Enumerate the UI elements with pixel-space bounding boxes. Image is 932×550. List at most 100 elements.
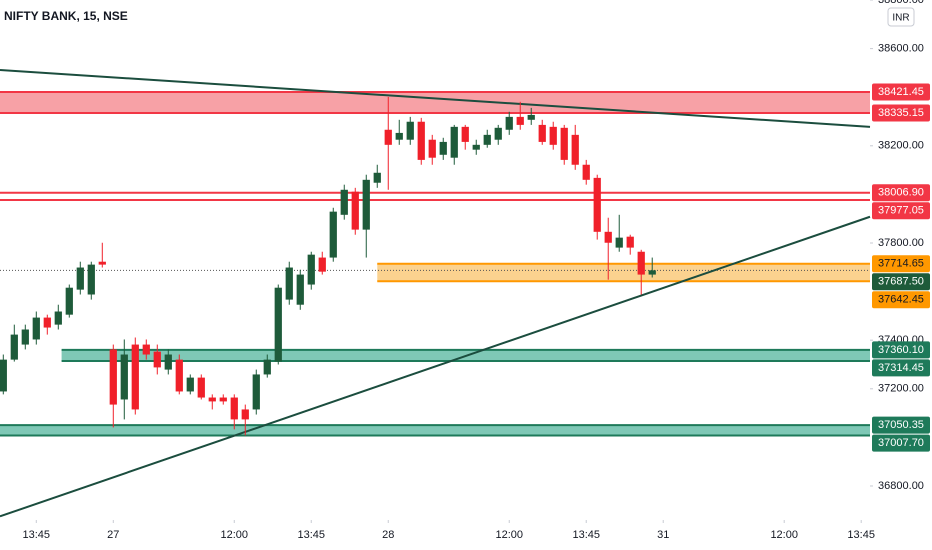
price-label-box [872, 255, 930, 273]
candle-body [153, 351, 161, 368]
price-label: 37007.70 [878, 437, 924, 449]
candle-body [0, 359, 7, 392]
candle-body [120, 354, 128, 400]
candle-body [318, 257, 326, 272]
candle-body [450, 126, 458, 158]
candle-body [472, 144, 480, 150]
price-label-box [872, 359, 930, 377]
zone [377, 263, 870, 282]
candle-body [395, 132, 403, 140]
price-label: 37314.45 [878, 362, 924, 374]
candle-body [65, 287, 73, 315]
currency-box[interactable] [887, 7, 915, 27]
price-label-box [872, 184, 930, 202]
candle-body [571, 134, 579, 165]
price-label-box [872, 291, 930, 309]
price-label: 37642.45 [878, 294, 924, 306]
price-label: 38421.45 [878, 86, 924, 98]
price-label: 37977.05 [878, 205, 924, 217]
candle-body [483, 134, 491, 145]
price-label-box [872, 202, 930, 220]
candle-body [285, 267, 293, 300]
plot-area [0, 68, 871, 518]
currency[interactable]: INR [892, 13, 909, 24]
candle-body [637, 251, 645, 275]
x-tick-label: 13:45 [847, 529, 875, 541]
candle-body [252, 374, 260, 410]
y-tick-label: 37200.00 [878, 383, 924, 395]
candle-body [604, 231, 612, 243]
candle-body [505, 116, 513, 130]
candle-body [626, 236, 634, 248]
candle-body [230, 397, 238, 420]
candle-body [109, 349, 117, 405]
candle-body [351, 191, 359, 230]
candle-body [10, 334, 18, 360]
candle-body [98, 261, 106, 265]
x-tick-label: 12:00 [221, 529, 249, 541]
candle-body [494, 127, 502, 140]
y-tick-label: 38200.00 [878, 140, 924, 152]
candle-body [461, 126, 469, 142]
price-label-box [872, 83, 930, 101]
y-tick-label: 38800.00 [878, 0, 924, 6]
trend-line [0, 68, 871, 128]
x-tick-label: 12:00 [495, 529, 523, 541]
candle-body [274, 287, 282, 362]
y-tick-label: 37800.00 [878, 237, 924, 249]
candle-body [362, 179, 370, 230]
candle-body [527, 114, 535, 120]
candle-body [549, 126, 557, 145]
candle-body [219, 397, 227, 402]
price-label-box [872, 341, 930, 359]
candle-body [560, 127, 568, 160]
x-tick-label: 13:45 [297, 529, 325, 541]
price-label: 38335.15 [878, 107, 924, 119]
candle-body [615, 237, 623, 248]
candle-body [131, 344, 139, 410]
candle-body [186, 377, 194, 392]
trend-line [0, 215, 871, 518]
price-label-box [872, 104, 930, 122]
candle-body [197, 377, 205, 398]
price-label: 37050.35 [878, 419, 924, 431]
candle-body [428, 139, 436, 158]
candle-body [208, 397, 216, 402]
candle-body [307, 254, 315, 285]
zone [0, 425, 870, 436]
candle-body [340, 189, 348, 215]
x-tick-label: 27 [107, 529, 119, 541]
price-label-box [872, 273, 930, 291]
zone [0, 91, 870, 113]
x-tick-label: 28 [382, 529, 394, 541]
candle-body [142, 344, 150, 355]
x-tick-label: 12:00 [770, 529, 798, 541]
candle-body [417, 121, 425, 160]
chart-title: NIFTY BANK, 15, NSE [4, 9, 128, 23]
x-tick-label: 13:45 [572, 529, 600, 541]
y-tick-label: 36800.00 [878, 480, 924, 492]
candle-body [87, 264, 95, 295]
candle-body [384, 129, 392, 145]
candle-body [593, 177, 601, 232]
candle-body [296, 274, 304, 305]
candle-body [373, 172, 381, 183]
candle-body [329, 211, 337, 258]
candle-body [648, 270, 656, 275]
x-tick-label: 31 [657, 529, 669, 541]
candle-body [439, 141, 447, 155]
candle-body [175, 359, 183, 392]
price-label-box [872, 416, 930, 434]
candle-body [406, 121, 414, 140]
candle-body [516, 116, 524, 125]
candle-body [43, 317, 51, 328]
price-label-box [872, 434, 930, 452]
y-tick-label: 38600.00 [878, 43, 924, 55]
candle-body [32, 317, 40, 340]
candle-body [54, 311, 62, 325]
candle-body [241, 409, 249, 420]
price-label: 37360.10 [878, 344, 924, 356]
candle-body [21, 329, 29, 345]
